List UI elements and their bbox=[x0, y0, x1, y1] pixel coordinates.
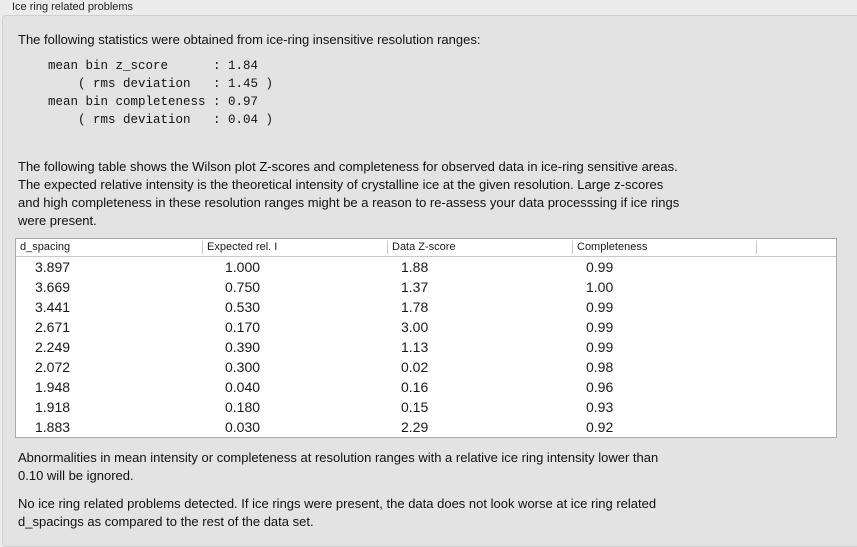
stat-line: mean bin z_score : 1.84 bbox=[48, 59, 259, 73]
description-line: and high completeness in these resolutio… bbox=[18, 195, 680, 210]
ice-ring-table[interactable]: d_spacing Expected rel. I Data Z-score C… bbox=[15, 238, 837, 438]
note-line: Abnormalities in mean intensity or compl… bbox=[18, 450, 659, 465]
cell-data-z-score: 1.37 bbox=[401, 279, 429, 295]
cell-expected-rel-i: 0.530 bbox=[225, 299, 261, 315]
cell-completeness: 0.99 bbox=[586, 319, 614, 335]
stat-line: ( rms deviation : 0.04 ) bbox=[48, 113, 274, 127]
column-header-empty bbox=[756, 241, 831, 254]
cell-data-z-score: 3.00 bbox=[401, 319, 429, 335]
cell-d-spacing: 3.669 bbox=[35, 279, 71, 295]
cell-completeness: 0.93 bbox=[586, 399, 614, 415]
cell-expected-rel-i: 0.390 bbox=[225, 339, 261, 355]
table-header: d_spacing Expected rel. I Data Z-score C… bbox=[16, 239, 836, 257]
table-row[interactable]: 1.883 0.030 2.29 0.92 bbox=[16, 417, 836, 437]
stat-line: ( rms deviation : 1.45 ) bbox=[48, 77, 274, 91]
cell-completeness: 0.92 bbox=[586, 419, 614, 435]
cell-d-spacing: 3.897 bbox=[35, 259, 71, 275]
column-header-expected-rel-i[interactable]: Expected rel. I bbox=[202, 241, 387, 254]
cell-data-z-score: 2.29 bbox=[401, 419, 429, 435]
cell-data-z-score: 1.88 bbox=[401, 259, 429, 275]
cell-completeness: 0.99 bbox=[586, 259, 614, 275]
table-row[interactable]: 2.671 0.170 3.00 0.99 bbox=[16, 317, 836, 337]
table-row[interactable]: 2.072 0.300 0.02 0.98 bbox=[16, 357, 836, 377]
cell-expected-rel-i: 0.180 bbox=[225, 399, 261, 415]
stats-block: mean bin z_score : 1.84 ( rms deviation … bbox=[48, 57, 273, 129]
column-header-completeness[interactable]: Completeness bbox=[572, 241, 757, 254]
cell-d-spacing: 1.883 bbox=[35, 419, 71, 435]
column-header-d-spacing[interactable]: d_spacing bbox=[20, 241, 71, 253]
description-line: The expected relative intensity is the t… bbox=[18, 177, 664, 192]
description-line: The following table shows the Wilson plo… bbox=[18, 159, 678, 174]
conclusion-text: No ice ring related problems detected. I… bbox=[18, 495, 656, 531]
cell-expected-rel-i: 0.750 bbox=[225, 279, 261, 295]
cell-d-spacing: 3.441 bbox=[35, 299, 71, 315]
cell-completeness: 0.99 bbox=[586, 299, 614, 315]
cell-completeness: 0.99 bbox=[586, 339, 614, 355]
table-row[interactable]: 3.669 0.750 1.37 1.00 bbox=[16, 277, 836, 297]
table-row[interactable]: 1.948 0.040 0.16 0.96 bbox=[16, 377, 836, 397]
conclusion-line: d_spacings as compared to the rest of th… bbox=[18, 514, 314, 529]
cell-data-z-score: 1.13 bbox=[401, 339, 429, 355]
table-row[interactable]: 2.249 0.390 1.13 0.99 bbox=[16, 337, 836, 357]
cell-expected-rel-i: 1.000 bbox=[225, 259, 261, 275]
table-row[interactable]: 1.918 0.180 0.15 0.93 bbox=[16, 397, 836, 417]
note-text: Abnormalities in mean intensity or compl… bbox=[18, 449, 658, 485]
table-row[interactable]: 3.897 1.000 1.88 0.99 bbox=[16, 257, 836, 277]
cell-data-z-score: 0.02 bbox=[401, 359, 429, 375]
cell-d-spacing: 1.918 bbox=[35, 399, 71, 415]
description-text: The following table shows the Wilson plo… bbox=[18, 158, 679, 230]
column-header-data-z-score[interactable]: Data Z-score bbox=[387, 241, 572, 254]
cell-expected-rel-i: 0.040 bbox=[225, 379, 261, 395]
group-title: Ice ring related problems bbox=[12, 1, 134, 13]
cell-data-z-score: 0.15 bbox=[401, 399, 429, 415]
description-line: were present. bbox=[18, 213, 97, 228]
cell-d-spacing: 2.671 bbox=[35, 319, 71, 335]
table-row[interactable]: 3.441 0.530 1.78 0.99 bbox=[16, 297, 836, 317]
cell-completeness: 1.00 bbox=[586, 279, 614, 295]
cell-data-z-score: 1.78 bbox=[401, 299, 429, 315]
cell-expected-rel-i: 0.030 bbox=[225, 419, 261, 435]
intro-text: The following statistics were obtained f… bbox=[18, 32, 481, 47]
cell-d-spacing: 2.249 bbox=[35, 339, 71, 355]
cell-completeness: 0.96 bbox=[586, 379, 614, 395]
cell-completeness: 0.98 bbox=[586, 359, 614, 375]
table-body: 3.897 1.000 1.88 0.99 3.669 0.750 1.37 1.00 3.44… bbox=[16, 257, 836, 437]
cell-d-spacing: 2.072 bbox=[35, 359, 71, 375]
cell-expected-rel-i: 0.170 bbox=[225, 319, 261, 335]
cell-d-spacing: 1.948 bbox=[35, 379, 71, 395]
cell-data-z-score: 0.16 bbox=[401, 379, 429, 395]
stat-line: mean bin completeness : 0.97 bbox=[48, 95, 259, 109]
cell-expected-rel-i: 0.300 bbox=[225, 359, 261, 375]
note-line: 0.10 will be ignored. bbox=[18, 468, 134, 483]
conclusion-line: No ice ring related problems detected. I… bbox=[18, 496, 657, 511]
